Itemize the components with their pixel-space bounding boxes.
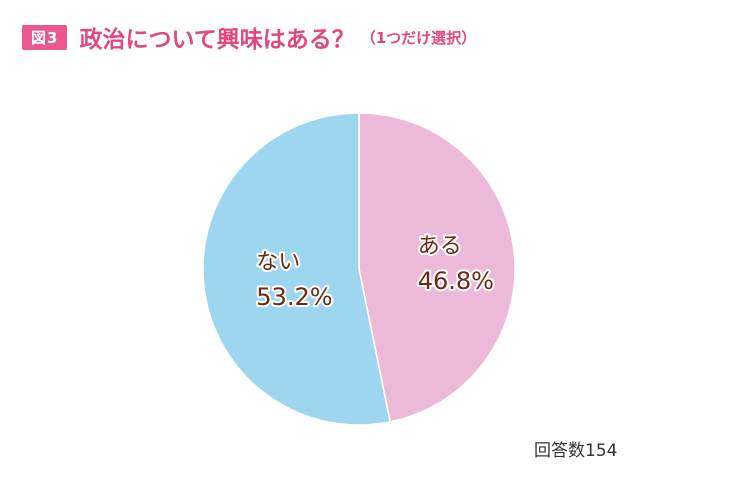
pie-label-name-0: ある bbox=[418, 234, 462, 259]
chart-title: 政治について興味はある？ bbox=[79, 27, 355, 53]
pie-label-value-0: 46.8% bbox=[418, 267, 494, 295]
pie-slice-1 bbox=[202, 112, 392, 426]
chart-subtitle: （1つだけ選択） bbox=[360, 28, 477, 47]
pie-slice-0 bbox=[358, 112, 516, 423]
pie-labels: ある 46.8% ない 53.2% bbox=[254, 232, 496, 313]
pie-slices bbox=[202, 112, 516, 426]
pie-label-name-1: ない bbox=[256, 250, 300, 275]
pie-label-value-1: 53.2% bbox=[256, 283, 332, 311]
response-count: 回答数154 bbox=[534, 441, 618, 461]
figure-badge: 図3 bbox=[22, 24, 68, 50]
chart-header: 図3 政治について興味はある？ （1つだけ選択） bbox=[22, 20, 476, 54]
